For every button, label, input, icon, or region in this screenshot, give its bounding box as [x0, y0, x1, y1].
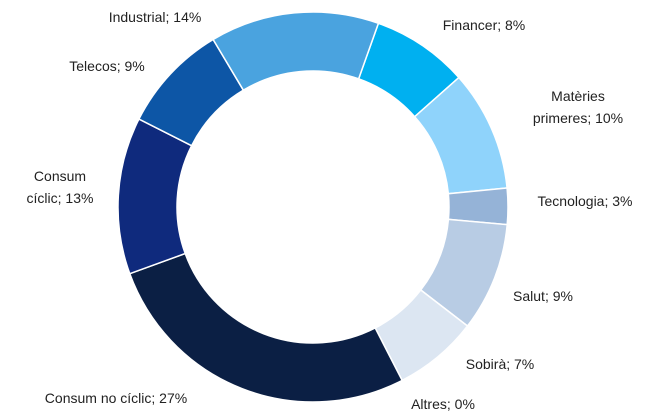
- data-label: Salut; 9%: [513, 288, 573, 304]
- slice: [128, 252, 404, 403]
- data-label: Telecos; 9%: [69, 58, 145, 74]
- data-label: Financer; 8%: [442, 17, 526, 33]
- slice: [117, 118, 193, 275]
- data-label: Consum no cíclic; 27%: [44, 390, 188, 406]
- slice: [212, 11, 380, 92]
- data-label: Tecnologia; 3%: [537, 193, 633, 209]
- data-label: Sobirà; 7%: [465, 356, 535, 372]
- data-label: Altres; 0%: [411, 396, 475, 412]
- data-label: Matèries primeres; 10%: [532, 88, 624, 126]
- data-label: Industrial; 14%: [108, 9, 202, 25]
- slice: [447, 187, 509, 226]
- data-label: Consum cíclic; 13%: [26, 168, 94, 206]
